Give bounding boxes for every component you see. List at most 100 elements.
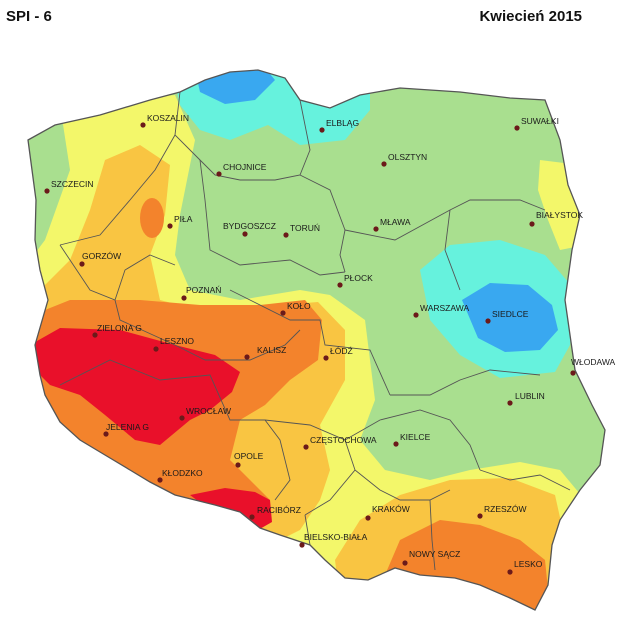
city-opole: OPOLE: [234, 451, 264, 468]
city-label: ELBLĄG: [326, 118, 359, 128]
city-label: PIŁA: [174, 214, 193, 224]
city-warszawa: WARSZAWA: [413, 303, 469, 318]
city-label: CHOJNICE: [223, 162, 267, 172]
city-dot: [485, 318, 491, 324]
city-dot: [507, 400, 513, 406]
city-siedlce: SIEDLCE: [485, 309, 529, 324]
city-lodz: ŁÓDŹ: [323, 346, 353, 361]
city-bielsko: BIELSKO-BIAŁA: [299, 532, 368, 548]
city-dot: [514, 125, 520, 131]
city-label: SUWAŁKI: [521, 116, 559, 126]
city-label: KRAKÓW: [372, 504, 410, 514]
city-dot: [92, 332, 98, 338]
city-label: TORUŃ: [290, 223, 320, 233]
spi-zone-red-west: [30, 328, 240, 445]
city-szczecin: SZCZECIN: [44, 179, 94, 194]
city-dot: [179, 415, 185, 421]
city-dot: [280, 310, 286, 316]
city-dot: [157, 477, 163, 483]
map-period-title: Kwiecień 2015: [479, 8, 582, 25]
city-label: LESKO: [514, 559, 543, 569]
spi-zone-orange-pila: [140, 198, 164, 238]
city-dot: [242, 231, 248, 237]
city-gorzow: GORZÓW: [79, 251, 121, 267]
city-mlawa: MŁAWA: [373, 217, 411, 232]
city-lesko: LESKO: [507, 559, 543, 575]
city-dot: [299, 542, 305, 548]
city-wroclaw: WROCŁAW: [179, 406, 231, 421]
city-dot: [507, 569, 513, 575]
city-zielona-gora: ZIELONA G: [92, 323, 142, 338]
city-pila: PIŁA: [167, 214, 193, 229]
city-label: BIAŁYSTOK: [536, 210, 583, 220]
city-label: ZIELONA G: [97, 323, 142, 333]
city-poznan: POZNAŃ: [181, 285, 221, 301]
city-dot: [413, 312, 419, 318]
city-dot: [167, 223, 173, 229]
map-index-title: SPI - 6: [6, 8, 52, 25]
city-koszalin: KOSZALIN: [140, 113, 189, 128]
city-torun: TORUŃ: [283, 223, 320, 238]
city-label: JELENIA G: [106, 422, 149, 432]
city-dot: [477, 513, 483, 519]
city-dot: [381, 161, 387, 167]
city-chojnice: CHOJNICE: [216, 162, 267, 177]
city-dot: [140, 122, 146, 128]
city-rzeszow: RZESZÓW: [477, 504, 527, 519]
city-label: WROCŁAW: [186, 406, 231, 416]
city-dot: [103, 431, 109, 437]
city-jelenia-gora: JELENIA G: [103, 422, 149, 437]
city-kolo: KOŁO: [280, 301, 311, 316]
city-dot: [393, 441, 399, 447]
city-label: SIEDLCE: [492, 309, 529, 319]
city-markers: KOSZALIN ELBLĄG SUWAŁKI CHOJNICE OLSZTYN SZCZ…: [44, 113, 616, 575]
spi-zone-blue-east: [462, 283, 558, 352]
city-raciborz: RACIBÓRZ: [249, 505, 301, 520]
city-dot: [235, 462, 241, 468]
city-label: KOSZALIN: [147, 113, 189, 123]
city-kielce: KIELCE: [393, 432, 431, 447]
city-dot: [319, 127, 325, 133]
city-label: WŁODAWA: [571, 357, 616, 367]
city-suwalki: SUWAŁKI: [514, 116, 559, 131]
city-label: BIELSKO-BIAŁA: [304, 532, 368, 542]
city-kalisz: KALISZ: [244, 345, 286, 360]
city-plock: PŁOCK: [337, 273, 373, 288]
city-label: ŁÓDŹ: [330, 346, 353, 356]
poland-outline: [27, 69, 606, 611]
city-label: RACIBÓRZ: [257, 505, 301, 515]
city-label: LUBLIN: [515, 391, 545, 401]
city-dot: [373, 226, 379, 232]
city-label: OLSZTYN: [388, 152, 427, 162]
city-krakow: KRAKÓW: [365, 504, 410, 521]
city-label: KOŁO: [287, 301, 311, 311]
city-label: LESZNO: [160, 336, 194, 346]
city-label: KALISZ: [257, 345, 286, 355]
city-label: CZĘSTOCHOWA: [310, 435, 377, 445]
city-dot: [283, 232, 289, 238]
city-dot: [181, 295, 187, 301]
city-label: OPOLE: [234, 451, 264, 461]
city-leszno: LESZNO: [153, 336, 194, 352]
city-label: KŁODZKO: [162, 468, 203, 478]
city-label: NOWY SĄCZ: [409, 549, 460, 559]
city-dot: [570, 370, 576, 376]
city-dot: [337, 282, 343, 288]
city-label: GORZÓW: [82, 251, 121, 261]
voivodeship-borders: [59, 91, 571, 571]
city-label: RZESZÓW: [484, 504, 527, 514]
city-label: BYDGOSZCZ: [223, 221, 276, 231]
city-label: KIELCE: [400, 432, 431, 442]
city-dot: [216, 171, 222, 177]
city-label: WARSZAWA: [420, 303, 469, 313]
city-bydgoszcz: BYDGOSZCZ: [223, 221, 276, 237]
city-label: MŁAWA: [380, 217, 411, 227]
city-klodzko: KŁODZKO: [157, 468, 203, 483]
city-dot: [44, 188, 50, 194]
city-wlodawa: WŁODAWA: [570, 357, 616, 376]
city-dot: [79, 261, 85, 267]
city-bialystok: BIAŁYSTOK: [529, 210, 583, 227]
city-dot: [303, 444, 309, 450]
